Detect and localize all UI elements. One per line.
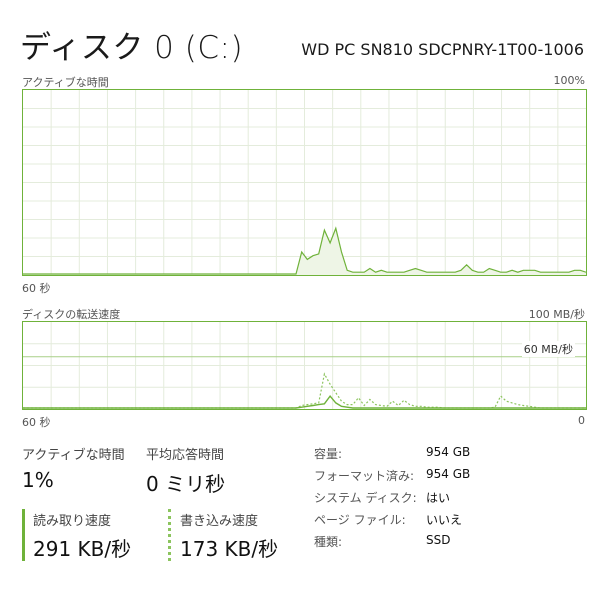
property-label: 種類: — [314, 535, 343, 549]
property-row-capacity: 容量: 954 GB — [314, 445, 514, 467]
property-value: はい — [426, 491, 451, 505]
active-time-graph-duration: 60 秒 — [22, 282, 51, 295]
property-row-system-disk: システム ディスク: はい — [314, 489, 514, 511]
read-speed-line — [23, 394, 586, 409]
read-speed-value: 291 KB/秒 — [33, 537, 132, 561]
disk-title: ディスク 0 (C:) — [20, 30, 244, 66]
response-time-value: 0 ミリ秒 — [146, 472, 226, 496]
active-time-chart — [23, 90, 586, 275]
property-label: フォーマット済み: — [314, 469, 415, 483]
write-speed-value: 173 KB/秒 — [180, 537, 279, 561]
transfer-graph — [22, 321, 587, 410]
disk-model: WD PC SN810 SDCPNRY-1T00-1006 — [301, 40, 584, 59]
active-time-label: アクティブな時間 — [22, 448, 125, 463]
read-speed-label: 読み取り速度 — [33, 514, 112, 529]
response-time-label: 平均応答時間 — [146, 448, 225, 463]
active-time-graph — [22, 89, 587, 276]
active-time-graph-max: 100% — [553, 74, 585, 87]
active-time-graph-label: アクティブな時間 — [22, 76, 109, 89]
property-value: いいえ — [426, 513, 463, 527]
active-time-line — [23, 226, 586, 275]
read-speed-indicator — [22, 509, 25, 561]
transfer-graph-duration: 60 秒 — [22, 416, 51, 429]
property-row-formatted: フォーマット済み: 954 GB — [314, 467, 514, 489]
transfer-chart — [23, 322, 586, 409]
property-value: SSD — [426, 533, 451, 547]
disk-properties: 容量: 954 GB フォーマット済み: 954 GB システム ディスク: は… — [314, 445, 514, 555]
property-row-type: 種類: SSD — [314, 533, 514, 555]
property-label: 容量: — [314, 447, 343, 461]
active-time-value: 1% — [22, 468, 54, 492]
transfer-graph-max: 100 MB/秒 — [528, 308, 585, 321]
property-label: ページ ファイル: — [314, 513, 406, 527]
transfer-graph-mid: 60 MB/秒 — [521, 341, 575, 357]
write-speed-label: 書き込み速度 — [180, 514, 259, 529]
property-value: 954 GB — [426, 445, 471, 459]
write-speed-indicator — [168, 509, 171, 561]
property-value: 954 GB — [426, 467, 471, 481]
property-label: システム ディスク: — [314, 491, 417, 505]
transfer-graph-zero: 0 — [578, 414, 585, 427]
transfer-graph-label: ディスクの転送速度 — [22, 308, 121, 321]
property-row-page-file: ページ ファイル: いいえ — [314, 511, 514, 533]
